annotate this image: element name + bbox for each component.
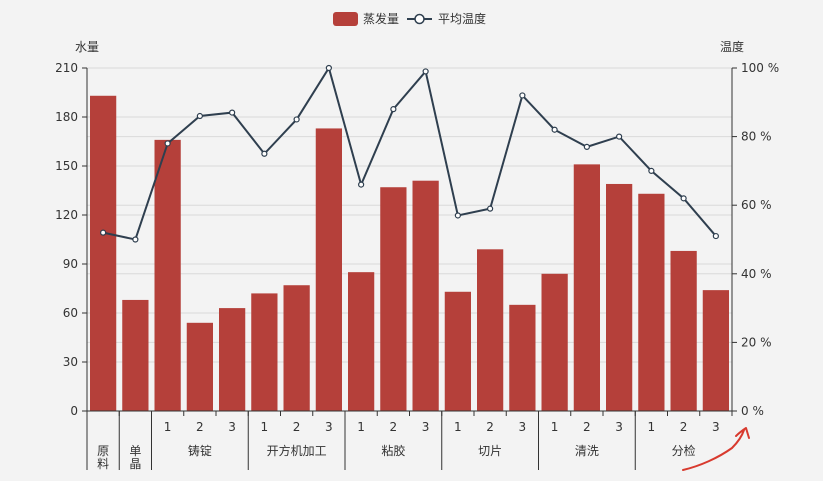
line-point[interactable]: [325, 64, 332, 72]
legend-bar-swatch[interactable]: [333, 12, 358, 26]
x-sub-label: 1: [261, 420, 269, 434]
group-label: 铸锭: [188, 443, 212, 458]
line-point[interactable]: [712, 232, 719, 240]
bar[interactable]: [90, 95, 117, 412]
x-sub-label: 3: [519, 420, 527, 434]
legend-bar-label[interactable]: 蒸发量: [363, 11, 399, 26]
legend[interactable]: 蒸发量 平均温度: [333, 11, 486, 26]
bar[interactable]: [380, 187, 407, 411]
group-label: 清洗: [575, 444, 599, 458]
line-point[interactable]: [164, 140, 171, 147]
x-sub-label: 3: [615, 420, 623, 434]
y-right-axis-title: 温度: [720, 39, 744, 54]
y-left-tick-label: 120: [55, 208, 78, 222]
line-point[interactable]: [680, 195, 687, 202]
bar[interactable]: [251, 293, 278, 411]
group-label: 晶: [129, 457, 141, 471]
line-point[interactable]: [487, 205, 494, 212]
x-sub-label: 2: [293, 420, 301, 434]
line-point[interactable]: [551, 126, 558, 133]
group-label: 切片: [478, 444, 502, 458]
x-sub-label: 2: [196, 420, 204, 434]
bar[interactable]: [509, 304, 536, 411]
y-left-tick-label: 150: [55, 159, 78, 173]
bar[interactable]: [348, 272, 375, 411]
y-left-tick-label: 0: [70, 404, 78, 418]
x-sub-label: 2: [680, 420, 688, 434]
bar[interactable]: [702, 290, 729, 411]
y-left-tick-label: 30: [63, 355, 78, 369]
bar[interactable]: [122, 299, 149, 411]
x-sub-label: 1: [164, 420, 172, 434]
x-sub-label: 2: [390, 420, 398, 434]
bar[interactable]: [541, 273, 568, 411]
bar[interactable]: [412, 180, 439, 411]
line-point[interactable]: [583, 143, 590, 150]
x-sub-label: 2: [583, 420, 591, 434]
bar[interactable]: [219, 308, 246, 411]
line-point[interactable]: [616, 133, 623, 140]
line-point[interactable]: [648, 167, 655, 174]
x-sub-label: 1: [648, 420, 656, 434]
bar[interactable]: [444, 291, 471, 411]
annotation-scribble: [682, 427, 750, 471]
x-sub-label: 1: [551, 420, 559, 434]
y-left-tick-label: 180: [55, 110, 78, 124]
group-label: 开方机加工: [267, 443, 327, 458]
line-point[interactable]: [390, 106, 397, 113]
x-sub-label: 1: [454, 420, 462, 434]
line-point[interactable]: [519, 92, 526, 99]
x-sub-label: 3: [325, 420, 333, 434]
line-point[interactable]: [196, 112, 203, 120]
y-right-tick-label: 100 %: [741, 61, 779, 75]
y-left-axis-title: 水量: [75, 40, 99, 54]
bar[interactable]: [283, 285, 310, 411]
group-label: 原: [97, 444, 109, 458]
line-point[interactable]: [132, 236, 139, 243]
line-point[interactable]: [261, 150, 268, 157]
bar[interactable]: [477, 249, 504, 411]
legend-line-marker[interactable]: [414, 13, 425, 25]
bar[interactable]: [573, 164, 600, 411]
y-left-tick-label: 60: [63, 306, 78, 320]
group-label: 料: [97, 457, 109, 471]
line-point[interactable]: [100, 229, 107, 236]
bar[interactable]: [638, 193, 665, 411]
y-right-tick-label: 80 %: [741, 130, 772, 144]
line-point[interactable]: [422, 68, 429, 75]
group-label: 分检: [672, 443, 696, 458]
y-right-tick-label: 0 %: [741, 404, 764, 418]
x-sub-label: 3: [712, 420, 720, 434]
x-sub-label: 3: [422, 420, 430, 434]
temperature-line[interactable]: [102, 65, 717, 241]
line-point[interactable]: [454, 212, 461, 219]
x-sub-label: 2: [486, 420, 494, 434]
bar[interactable]: [670, 250, 697, 411]
bar[interactable]: [154, 139, 181, 411]
legend-line-label[interactable]: 平均温度: [438, 11, 486, 26]
line-point[interactable]: [293, 116, 300, 123]
x-sub-label: 3: [228, 420, 236, 434]
y-right-tick-label: 60 %: [741, 198, 772, 212]
bar[interactable]: [606, 183, 633, 411]
group-label: 单: [129, 444, 141, 458]
y-left-tick-label: 90: [63, 257, 78, 271]
y-right-tick-label: 40 %: [741, 267, 772, 281]
bar[interactable]: [315, 128, 342, 411]
y-left-tick-label: 210: [55, 61, 78, 75]
line-point[interactable]: [229, 109, 236, 116]
bar[interactable]: [186, 322, 213, 411]
line-point[interactable]: [358, 181, 365, 188]
x-sub-label: 1: [357, 420, 365, 434]
group-label: 粘胶: [381, 443, 405, 458]
y-right-tick-label: 20 %: [741, 335, 772, 349]
